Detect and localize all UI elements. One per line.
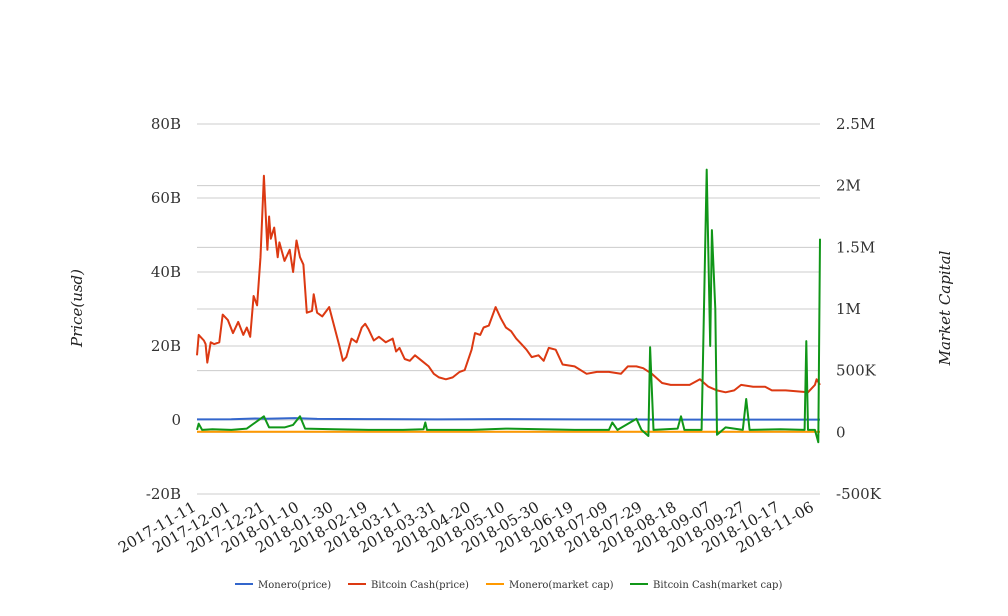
series-line-bitcoin-cash-market-cap (196, 168, 821, 444)
legend-label: Bitcoin Cash(price) (371, 580, 469, 591)
y-left-tick-label: 0 (171, 411, 181, 429)
y-right-tick-label: 1M (836, 300, 861, 318)
legend-label: Monero(market cap) (509, 580, 614, 591)
y-right-tick-label: 1.5M (836, 238, 875, 256)
y-right-tick-label: 0 (836, 423, 846, 441)
y-left-axis-title: Price(usd) (68, 269, 86, 348)
y-left-tick-label: 60B (151, 189, 181, 207)
y-right-tick-label: 2.5M (836, 115, 875, 133)
legend-label: Bitcoin Cash(market cap) (653, 580, 782, 591)
series-line-monero-price (196, 417, 820, 421)
x-axis-ticks: 2017-11-112017-12-012017-12-212018-01-10… (115, 498, 817, 557)
y-left-tick-label: 20B (151, 337, 181, 355)
gridlines (197, 123, 820, 495)
left-axis-ticks: -20B 0 20B 40B 60B 80B (146, 115, 181, 503)
y-left-tick-label: 80B (151, 115, 181, 133)
right-axis-ticks: -500K 0 500K 1M 1.5M 2M 2.5M (836, 115, 882, 503)
y-right-tick-label: 2M (836, 177, 861, 195)
y-right-tick-label: 500K (836, 362, 877, 380)
y-right-axis-title: Market Capital (936, 250, 954, 366)
y-right-tick-label: -500K (836, 485, 882, 503)
legend-label: Monero(price) (258, 580, 331, 591)
series-line-bitcoin-cash-price (196, 174, 821, 394)
series-lines (196, 168, 821, 444)
y-left-tick-label: -20B (146, 485, 181, 503)
y-left-tick-label: 40B (151, 263, 181, 281)
legend: Monero(price) Bitcoin Cash(price) Monero(m… (235, 580, 782, 591)
